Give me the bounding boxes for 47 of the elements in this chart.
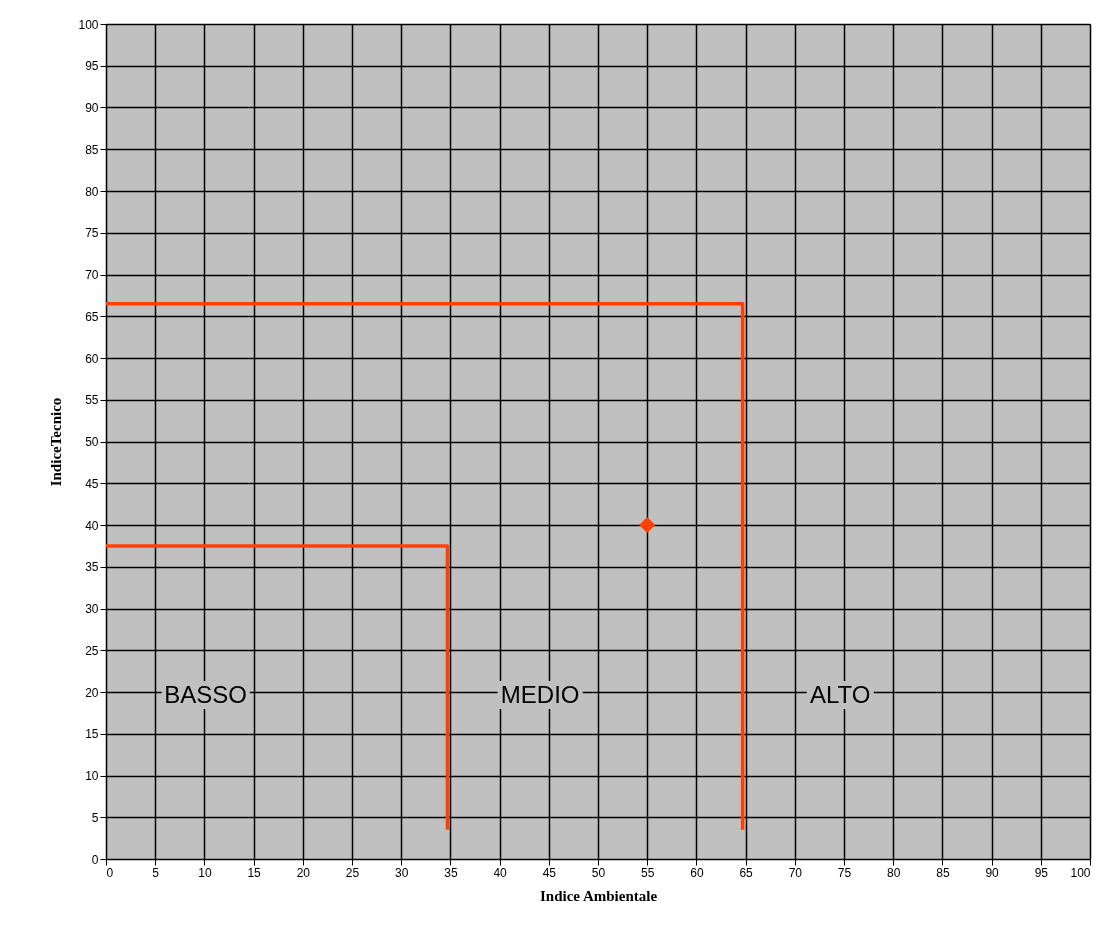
- y-tick-label: 45: [85, 476, 99, 491]
- x-tick-label: 25: [345, 865, 360, 880]
- x-tick-label: 35: [444, 865, 458, 880]
- y-tick-label: 60: [85, 351, 99, 366]
- y-tick-label: 40: [85, 518, 99, 533]
- annotation: ALTO: [807, 680, 874, 709]
- y-tick-label: 90: [85, 101, 99, 115]
- x-tick-label: 80: [887, 865, 901, 880]
- y-tick-label: 55: [85, 393, 99, 408]
- x-axis-title: Indice Ambientale: [539, 887, 658, 904]
- x-tick-label: 95: [1034, 865, 1049, 880]
- x-tick-label: 30: [395, 865, 409, 880]
- y-tick-label: 20: [85, 685, 99, 700]
- y-tick-label: 0: [91, 852, 99, 867]
- y-tick-label: 25: [85, 643, 99, 658]
- y-axis-title: IndiceTecnico: [48, 397, 65, 487]
- y-tick-label: 80: [85, 184, 99, 199]
- x-tick-label: 85: [936, 865, 950, 880]
- x-tick-label: 15: [247, 865, 262, 880]
- y-tick-label: 70: [85, 268, 99, 282]
- y-tick-label: 5: [91, 810, 99, 825]
- y-tick-label: 85: [85, 142, 99, 157]
- x-tick-label: 90: [985, 865, 1000, 880]
- annotation: MEDIO: [497, 680, 583, 709]
- y-tick-label: 10: [85, 769, 99, 783]
- x-tick-label: 75: [837, 865, 852, 880]
- y-tick-label: 30: [85, 602, 99, 616]
- y-tick-label: 75: [85, 226, 99, 241]
- y-tick-label: 15: [85, 727, 99, 742]
- x-tick-label: 10: [198, 865, 212, 880]
- y-tick-label: 65: [85, 309, 99, 324]
- x-tick-label: 40: [493, 865, 508, 880]
- x-tick-label: 60: [690, 865, 704, 880]
- x-tick-label: 45: [542, 865, 557, 880]
- x-tick-label: 55: [641, 865, 655, 880]
- annotation: BASSO: [161, 680, 250, 709]
- x-tick-label: 0: [106, 865, 114, 880]
- y-tick-label: 100: [78, 17, 99, 32]
- x-tick-label: 5: [152, 865, 160, 880]
- x-tick-label: 20: [296, 865, 311, 880]
- x-tick-label: 100: [1070, 865, 1091, 880]
- x-tick-label: 70: [788, 865, 803, 880]
- x-tick-label: 50: [591, 865, 606, 880]
- y-tick-label: 95: [85, 59, 99, 74]
- y-tick-label: 50: [85, 435, 99, 449]
- x-tick-label: 65: [739, 865, 754, 880]
- y-tick-label: 35: [85, 560, 99, 575]
